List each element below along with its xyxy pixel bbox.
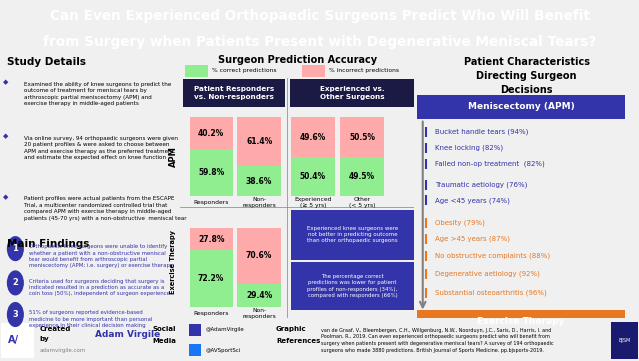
Text: Degenerative aetiology (92%): Degenerative aetiology (92%) bbox=[435, 271, 539, 278]
FancyBboxPatch shape bbox=[302, 65, 325, 77]
Text: Bucket handle tears (94%): Bucket handle tears (94%) bbox=[435, 129, 528, 135]
Text: Can Even Experienced Orthopaedic Surgeons Predict Who Will Benefit: Can Even Experienced Orthopaedic Surgeon… bbox=[50, 9, 589, 23]
Text: 50.5%: 50.5% bbox=[349, 133, 375, 142]
FancyBboxPatch shape bbox=[341, 157, 383, 196]
Text: adamvirgile.com: adamvirgile.com bbox=[40, 348, 86, 353]
Text: Age <45 years (74%): Age <45 years (74%) bbox=[435, 197, 510, 204]
Text: Responders: Responders bbox=[194, 311, 229, 316]
Text: from Surgery when Patients Present with Degenerative Meniscal Tears?: from Surgery when Patients Present with … bbox=[43, 35, 596, 49]
FancyBboxPatch shape bbox=[190, 250, 233, 307]
FancyBboxPatch shape bbox=[341, 117, 383, 157]
Text: 2: 2 bbox=[12, 278, 19, 287]
FancyBboxPatch shape bbox=[183, 79, 286, 107]
Text: Traumatic aetiology (76%): Traumatic aetiology (76%) bbox=[435, 181, 527, 188]
FancyBboxPatch shape bbox=[291, 157, 335, 196]
Text: References: References bbox=[276, 338, 320, 344]
FancyBboxPatch shape bbox=[238, 117, 281, 166]
Text: ◆: ◆ bbox=[3, 133, 8, 139]
Text: The percentage correct
predictions was lower for patient
profiles of non-respond: The percentage correct predictions was l… bbox=[307, 274, 397, 298]
Text: Knee locking (82%): Knee locking (82%) bbox=[435, 144, 503, 151]
Text: by: by bbox=[40, 336, 49, 343]
Text: Exercise Therapy: Exercise Therapy bbox=[170, 230, 176, 294]
Text: 51% of surgeons reported evidence-based
medicine to be more important than perso: 51% of surgeons reported evidence-based … bbox=[29, 310, 153, 328]
Text: Graphic: Graphic bbox=[276, 326, 307, 332]
Text: Experienced vs.
Other Surgeons: Experienced vs. Other Surgeons bbox=[320, 86, 385, 100]
Text: 27.8%: 27.8% bbox=[198, 235, 224, 244]
Text: Examined the ability of knee surgeons to predict the
outcome of treatment for me: Examined the ability of knee surgeons to… bbox=[24, 82, 171, 106]
Text: 49.6%: 49.6% bbox=[300, 132, 326, 142]
FancyBboxPatch shape bbox=[291, 210, 414, 260]
Text: ◆: ◆ bbox=[3, 194, 8, 200]
Circle shape bbox=[8, 271, 23, 295]
Text: Created: Created bbox=[40, 326, 71, 332]
Text: Orthopaedic knee surgeons were unable to identify
whether a patient with a non-o: Orthopaedic knee surgeons were unable to… bbox=[29, 244, 173, 268]
Text: 70.6%: 70.6% bbox=[246, 252, 272, 261]
Text: Experienced knee surgeons were
not better in predicting outcome
than other ortho: Experienced knee surgeons were not bette… bbox=[307, 226, 398, 243]
Text: @AdamVirgile: @AdamVirgile bbox=[206, 327, 245, 332]
Text: Patient Responders
vs. Non-responders: Patient Responders vs. Non-responders bbox=[194, 86, 274, 100]
Text: Adam Virgile: Adam Virgile bbox=[95, 330, 160, 339]
FancyBboxPatch shape bbox=[238, 228, 281, 284]
Text: ◆: ◆ bbox=[3, 79, 8, 85]
FancyBboxPatch shape bbox=[185, 65, 208, 77]
FancyBboxPatch shape bbox=[190, 149, 233, 196]
Text: Responders: Responders bbox=[194, 200, 229, 205]
Text: % incorrect predictions: % incorrect predictions bbox=[328, 68, 399, 73]
Text: Exercise Therapy: Exercise Therapy bbox=[477, 317, 565, 326]
Circle shape bbox=[8, 303, 23, 326]
Text: Surgeon Prediction Accuracy: Surgeon Prediction Accuracy bbox=[217, 56, 377, 65]
FancyBboxPatch shape bbox=[417, 310, 625, 334]
Text: Social: Social bbox=[152, 326, 176, 332]
Text: 1: 1 bbox=[12, 244, 19, 253]
FancyBboxPatch shape bbox=[189, 325, 201, 336]
FancyBboxPatch shape bbox=[189, 344, 201, 356]
Text: 49.5%: 49.5% bbox=[349, 173, 375, 181]
Text: 3: 3 bbox=[13, 310, 19, 319]
Text: Other
(< 5 yrs): Other (< 5 yrs) bbox=[349, 197, 375, 208]
Text: Meniscectomy (APM): Meniscectomy (APM) bbox=[468, 103, 574, 111]
Text: @AVSportSci: @AVSportSci bbox=[206, 348, 241, 353]
FancyBboxPatch shape bbox=[611, 322, 638, 359]
FancyBboxPatch shape bbox=[417, 95, 625, 119]
Text: A/: A/ bbox=[8, 335, 19, 345]
Text: 29.4%: 29.4% bbox=[246, 291, 272, 300]
Text: Non-
responders: Non- responders bbox=[242, 197, 276, 208]
Text: 38.6%: 38.6% bbox=[246, 177, 272, 186]
FancyBboxPatch shape bbox=[238, 284, 281, 307]
FancyBboxPatch shape bbox=[291, 262, 414, 310]
FancyBboxPatch shape bbox=[190, 228, 233, 250]
Text: Obesity (79%): Obesity (79%) bbox=[435, 219, 484, 226]
Text: Substantial osteoarthritis (96%): Substantial osteoarthritis (96%) bbox=[435, 290, 546, 296]
Text: Experienced
(≥ 5 yrs): Experienced (≥ 5 yrs) bbox=[294, 197, 332, 208]
Text: Patient Characteristics
Directing Surgeon
Decisions: Patient Characteristics Directing Surgeo… bbox=[463, 57, 590, 95]
FancyBboxPatch shape bbox=[190, 117, 233, 149]
Text: Age >45 years (87%): Age >45 years (87%) bbox=[435, 235, 510, 242]
Text: Study Details: Study Details bbox=[6, 57, 86, 67]
Text: Media: Media bbox=[152, 338, 176, 344]
Text: APM: APM bbox=[169, 147, 178, 168]
FancyBboxPatch shape bbox=[290, 79, 414, 107]
Text: Criteria used for surgeons deciding that surgery is
indicated resulted in a pred: Criteria used for surgeons deciding that… bbox=[29, 279, 170, 296]
FancyBboxPatch shape bbox=[1, 323, 34, 358]
FancyBboxPatch shape bbox=[238, 166, 281, 196]
Text: Main Findings: Main Findings bbox=[6, 239, 89, 249]
Text: 61.4%: 61.4% bbox=[246, 137, 272, 146]
Text: 59.8%: 59.8% bbox=[198, 168, 224, 177]
Text: % correct predictions: % correct predictions bbox=[212, 68, 276, 73]
Text: Failed non-op treatment  (82%): Failed non-op treatment (82%) bbox=[435, 160, 544, 167]
FancyBboxPatch shape bbox=[291, 117, 335, 157]
Text: Via online survey, 94 orthopaedic surgeons were given
20 patient profiles & were: Via online survey, 94 orthopaedic surgeo… bbox=[24, 136, 178, 160]
Text: 40.2%: 40.2% bbox=[198, 129, 224, 138]
Text: No obstructive complaints (88%): No obstructive complaints (88%) bbox=[435, 252, 550, 259]
Text: Non-
responders: Non- responders bbox=[242, 308, 276, 319]
Text: Patient profiles were actual patients from the ESCAPE
Trial, a multicenter rando: Patient profiles were actual patients fr… bbox=[24, 196, 187, 221]
Text: BJSM: BJSM bbox=[618, 338, 631, 343]
Text: 50.4%: 50.4% bbox=[300, 172, 326, 181]
Circle shape bbox=[8, 237, 23, 261]
Text: van de Graaf, V., Bleembergen, C.H., Willgenburg, N.W., Noorduyn, J.C., Saris, D: van de Graaf, V., Bleembergen, C.H., Wil… bbox=[321, 328, 553, 353]
Text: 72.2%: 72.2% bbox=[198, 274, 224, 283]
